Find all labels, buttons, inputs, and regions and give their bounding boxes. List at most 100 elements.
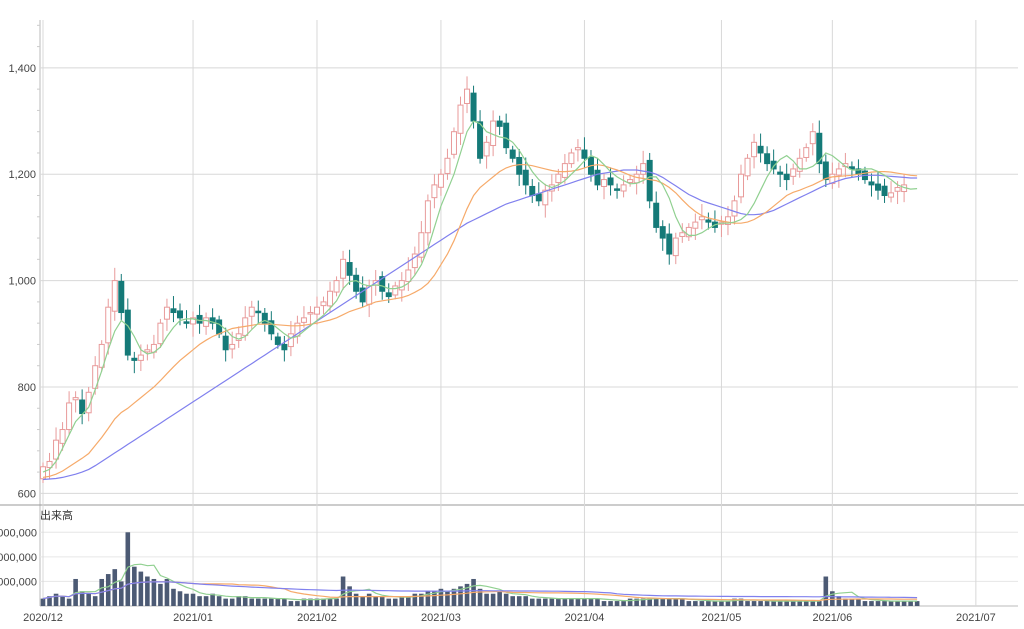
candle-body	[470, 92, 477, 122]
candle-body	[398, 280, 405, 291]
volume-bar	[138, 571, 144, 606]
volume-bar	[321, 598, 326, 606]
volume-bar	[634, 598, 639, 606]
candle-body	[848, 166, 855, 170]
candle-body	[529, 185, 536, 197]
candle-body	[379, 276, 386, 292]
volume-ma-long-line	[42, 581, 918, 600]
candle-body	[535, 193, 542, 202]
volume-bar	[875, 601, 881, 606]
candle-body	[46, 460, 53, 469]
candle-body	[300, 317, 307, 323]
volume-bar	[151, 578, 157, 606]
volume-bar	[836, 596, 842, 606]
candle-body	[170, 308, 177, 314]
volume-bar	[543, 598, 548, 606]
volume-bar	[882, 601, 887, 606]
volume-bar	[158, 583, 163, 606]
candle-body	[601, 179, 608, 187]
volume-bar	[673, 598, 679, 606]
candle-body	[653, 202, 660, 228]
volume-bar	[764, 601, 770, 606]
volume-bar	[693, 601, 698, 606]
volume-bar	[399, 596, 405, 606]
volume-bar	[810, 601, 816, 606]
candle-body	[157, 322, 164, 345]
candle-body	[307, 312, 314, 315]
candle-body	[483, 141, 490, 157]
date-tick-label: 2021/02	[297, 612, 337, 624]
volume-bar	[112, 569, 118, 606]
volume-bar	[353, 593, 359, 606]
candle-body	[809, 131, 816, 145]
candle-body	[803, 147, 810, 158]
candle-body	[731, 200, 738, 217]
volume-bar	[210, 593, 215, 606]
volume-axis: 10,000,000 20,000,000 30,000,000	[0, 527, 37, 588]
volume-bar	[295, 601, 300, 606]
volume-bar	[843, 598, 848, 606]
volume-bar	[816, 601, 822, 606]
candle-body	[281, 343, 288, 351]
volume-bar	[412, 593, 418, 606]
candle-body	[757, 145, 764, 154]
candle-body	[620, 184, 627, 192]
candle-body	[457, 104, 464, 134]
volume-bar	[660, 598, 666, 606]
volume-bar	[171, 588, 176, 606]
volume-bar	[432, 591, 437, 606]
volume-bar	[79, 591, 85, 606]
volume-bar	[242, 596, 248, 606]
candle-body	[829, 173, 836, 185]
candle-body	[222, 335, 229, 351]
volume-bar	[223, 598, 228, 606]
candle-body	[176, 310, 183, 319]
volume-bar	[445, 591, 450, 606]
candle-body	[516, 156, 523, 175]
candle-body	[464, 88, 471, 105]
volume-bar	[536, 598, 542, 606]
candlesticks	[40, 76, 908, 483]
volume-bar	[582, 598, 587, 606]
volume-label: 出来高	[40, 508, 73, 522]
candle-body	[561, 163, 568, 178]
volume-bar	[490, 593, 496, 606]
candle-body	[229, 343, 236, 350]
candle-body	[542, 189, 549, 206]
volume-bar	[125, 532, 131, 606]
candle-body	[477, 121, 484, 159]
volume-bar	[608, 601, 613, 606]
price-tick-label: 1,400	[8, 63, 36, 75]
candle-body	[183, 321, 190, 324]
candle-body	[261, 312, 268, 324]
candle-body	[835, 168, 842, 176]
date-tick-label: 2021/03	[421, 612, 461, 624]
candle-body	[659, 226, 666, 239]
volume-bar	[549, 598, 555, 606]
volume-bar	[803, 601, 809, 606]
volume-bar	[719, 601, 724, 606]
volume-bar	[360, 596, 365, 606]
volume-bar	[621, 601, 626, 606]
volume-bar	[484, 593, 489, 606]
volume-bar	[497, 591, 502, 606]
ma-long-line	[42, 169, 918, 481]
volume-bar	[529, 598, 535, 606]
candle-body	[509, 149, 516, 159]
candle-body	[327, 290, 334, 307]
volume-bar	[216, 596, 222, 606]
volume-bar	[262, 598, 268, 606]
candle-body	[751, 141, 758, 158]
volume-bar	[666, 598, 672, 606]
candle-body	[822, 161, 829, 181]
volume-bar	[869, 601, 874, 606]
candle-body	[783, 173, 790, 181]
candle-body	[163, 306, 170, 320]
volume-bar	[712, 601, 718, 606]
candle-body	[607, 177, 614, 186]
volume-bar	[392, 598, 398, 606]
candle-body	[424, 200, 431, 234]
candle-body	[574, 147, 581, 151]
candle-body	[105, 306, 112, 344]
candle-body	[522, 169, 529, 186]
